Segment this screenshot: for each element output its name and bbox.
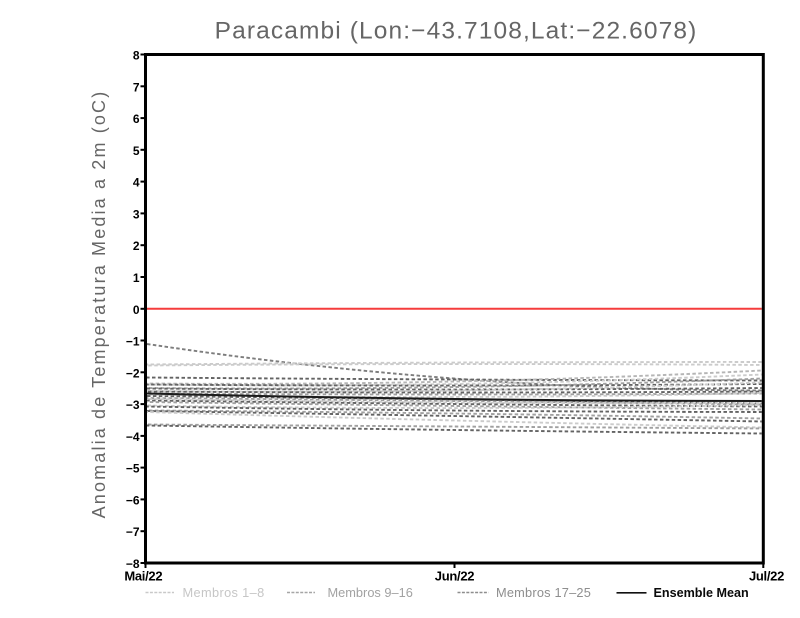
svg-text:Anomalia de Temperatura Media: Anomalia de Temperatura Media a 2m (oC) [89,90,109,519]
svg-text:0: 0 [133,303,140,317]
svg-text:−7: −7 [126,525,140,539]
svg-text:Mai/22: Mai/22 [124,568,162,583]
svg-text:−1: −1 [126,335,140,349]
svg-text:1: 1 [133,271,140,285]
svg-text:−5: −5 [126,462,140,476]
svg-text:2: 2 [133,239,140,253]
svg-text:Ensemble Mean: Ensemble Mean [654,586,749,600]
svg-text:−6: −6 [126,493,140,507]
svg-text:3: 3 [133,207,140,221]
svg-text:−4: −4 [126,430,140,444]
svg-text:Jun/22: Jun/22 [435,568,474,583]
svg-text:Paracambi (Lon:−43.7108,Lat:−2: Paracambi (Lon:−43.7108,Lat:−22.6078) [215,18,698,45]
svg-text:−2: −2 [126,366,140,380]
svg-text:Jul/22: Jul/22 [749,568,784,583]
svg-text:8: 8 [133,49,140,63]
svg-text:Membros 17–25: Membros 17–25 [496,585,591,600]
svg-text:−8: −8 [126,557,140,571]
svg-text:7: 7 [133,80,140,94]
svg-text:Membros 1–8: Membros 1–8 [183,585,265,600]
svg-text:6: 6 [133,112,140,126]
svg-text:Membros 9–16: Membros 9–16 [328,585,413,600]
svg-text:−3: −3 [126,398,140,412]
svg-text:4: 4 [133,176,140,190]
svg-text:5: 5 [133,144,140,158]
